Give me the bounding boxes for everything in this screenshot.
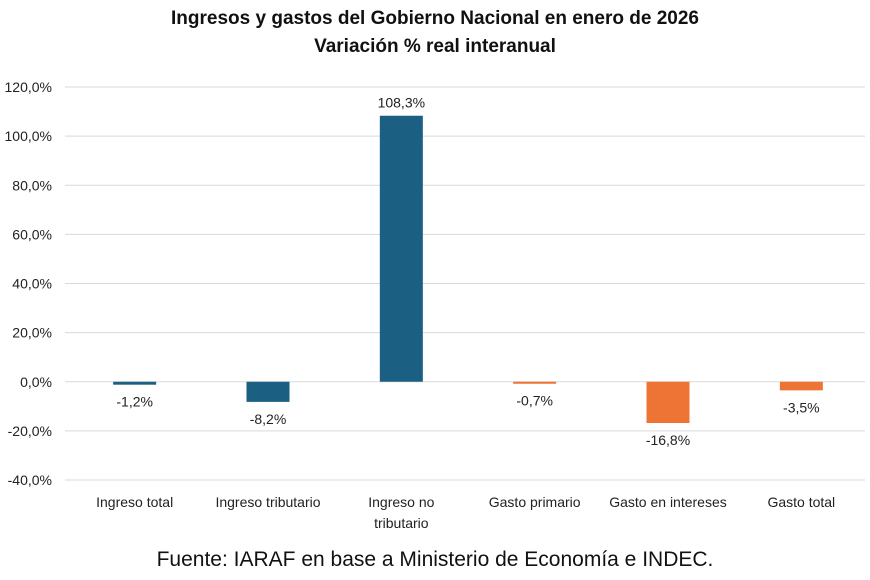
x-tick-label: Ingreso total	[96, 494, 173, 510]
data-label: 108,3%	[378, 95, 425, 111]
bar-chart: -40,0% -20,0% 0,0% 20,0% 40,0% 60,0% 80,0% 100,…	[5, 79, 865, 531]
bar	[379, 115, 423, 382]
y-tick-label: 40,0%	[12, 276, 52, 292]
bar	[646, 381, 690, 424]
y-tick-label: 120,0%	[5, 79, 52, 95]
bar	[513, 381, 557, 384]
y-tick-label: 80,0%	[12, 177, 52, 193]
y-tick-label: 100,0%	[5, 128, 52, 144]
data-label: -16,8%	[646, 432, 690, 448]
y-tick-label: 20,0%	[12, 325, 52, 341]
y-tick-label: -20,0%	[8, 423, 52, 439]
data-label: -0,7%	[516, 392, 553, 408]
x-tick-label: Ingreso tributario	[215, 494, 320, 510]
bar	[779, 381, 823, 391]
y-tick-label: -40,0%	[8, 472, 52, 488]
chart-subtitle: Variación % real interanual	[314, 36, 556, 57]
data-label: -3,5%	[783, 399, 820, 415]
y-tick-label: 0,0%	[20, 374, 52, 390]
y-tick-label: 60,0%	[12, 226, 52, 242]
x-tick-label: tributario	[374, 515, 429, 531]
x-tick-label: Gasto en intereses	[609, 494, 727, 510]
source-footer: Fuente: IARAF en base a Ministerio de Ec…	[156, 548, 714, 571]
x-tick-label: Gasto primario	[489, 494, 581, 510]
bar	[113, 381, 157, 385]
x-tick-label: Gasto total	[767, 494, 835, 510]
bar	[246, 381, 290, 402]
data-label: -1,2%	[116, 394, 153, 410]
x-tick-label: Ingreso no	[368, 494, 434, 510]
chart-title: Ingresos y gastos del Gobierno Nacional …	[171, 8, 699, 29]
data-label: -8,2%	[250, 411, 287, 427]
